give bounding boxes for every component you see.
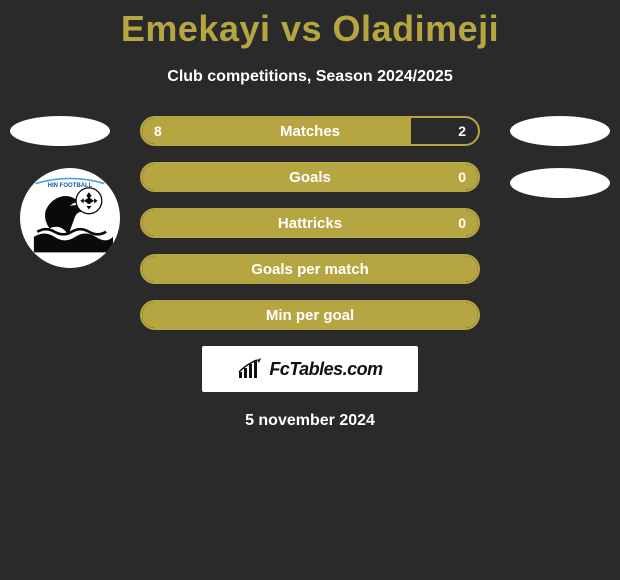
date-text: 5 november 2024 <box>0 412 620 430</box>
comparison-content: HIN FOOTBALL 8 Matches 2 Goals 0 <box>0 116 620 430</box>
stat-bar-goals-per-match: Goals per match <box>140 254 480 284</box>
stat-label: Matches <box>280 123 340 140</box>
stat-bars: 8 Matches 2 Goals 0 Hattricks 0 Goals pe… <box>140 116 480 330</box>
stat-bar-matches: 8 Matches 2 <box>140 116 480 146</box>
club-left-logo: HIN FOOTBALL <box>20 168 120 268</box>
player-right-placeholder <box>510 116 610 146</box>
dolphin-logo-icon: HIN FOOTBALL <box>27 175 113 261</box>
player-left-placeholder <box>10 116 110 146</box>
watermark-text: FcTables.com <box>269 359 382 380</box>
stat-bar-hattricks: Hattricks 0 <box>140 208 480 238</box>
page-title: Emekayi vs Oladimeji <box>0 0 620 50</box>
stat-left-value: 8 <box>154 123 162 139</box>
club-right-placeholder <box>510 168 610 198</box>
stat-right-value: 0 <box>458 169 466 185</box>
subtitle: Club competitions, Season 2024/2025 <box>0 68 620 86</box>
fctables-logo-icon <box>237 358 265 380</box>
stat-label: Min per goal <box>266 307 354 324</box>
stat-right-value: 0 <box>458 215 466 231</box>
stat-bar-fill <box>142 118 411 144</box>
stat-bar-goals: Goals 0 <box>140 162 480 192</box>
stat-label: Goals per match <box>251 261 369 278</box>
stat-right-value: 2 <box>458 123 466 139</box>
watermark[interactable]: FcTables.com <box>202 346 418 392</box>
stat-label: Hattricks <box>278 215 342 232</box>
stat-label: Goals <box>289 169 331 186</box>
stat-bar-min-per-goal: Min per goal <box>140 300 480 330</box>
